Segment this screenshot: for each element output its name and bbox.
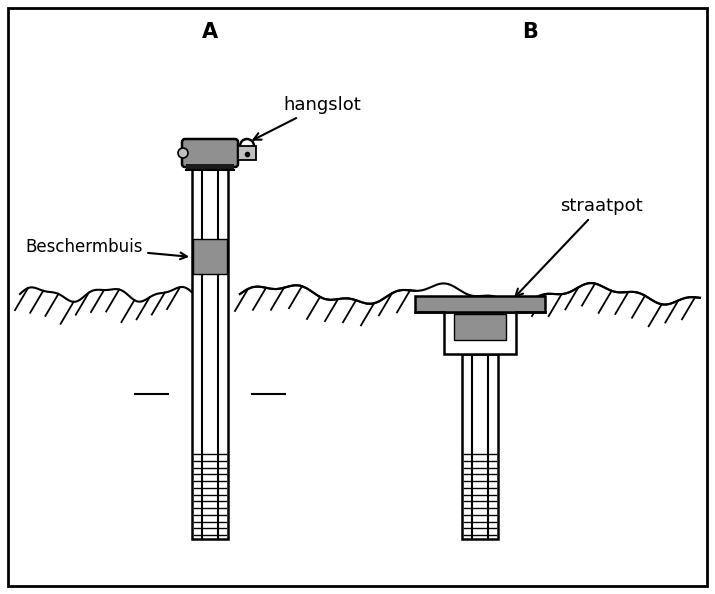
Bar <box>444 312 516 354</box>
Bar <box>462 354 498 539</box>
Text: straatpot: straatpot <box>516 197 643 296</box>
Text: A: A <box>202 22 218 42</box>
Text: hangslot: hangslot <box>254 96 361 140</box>
Bar <box>454 314 506 340</box>
Bar <box>415 296 545 312</box>
Bar <box>192 164 228 539</box>
Text: Beschermbuis: Beschermbuis <box>25 238 187 259</box>
Circle shape <box>178 148 188 158</box>
Text: B: B <box>522 22 538 42</box>
Bar <box>186 164 234 170</box>
FancyBboxPatch shape <box>182 139 238 167</box>
Bar <box>238 146 256 160</box>
Bar <box>193 239 227 274</box>
